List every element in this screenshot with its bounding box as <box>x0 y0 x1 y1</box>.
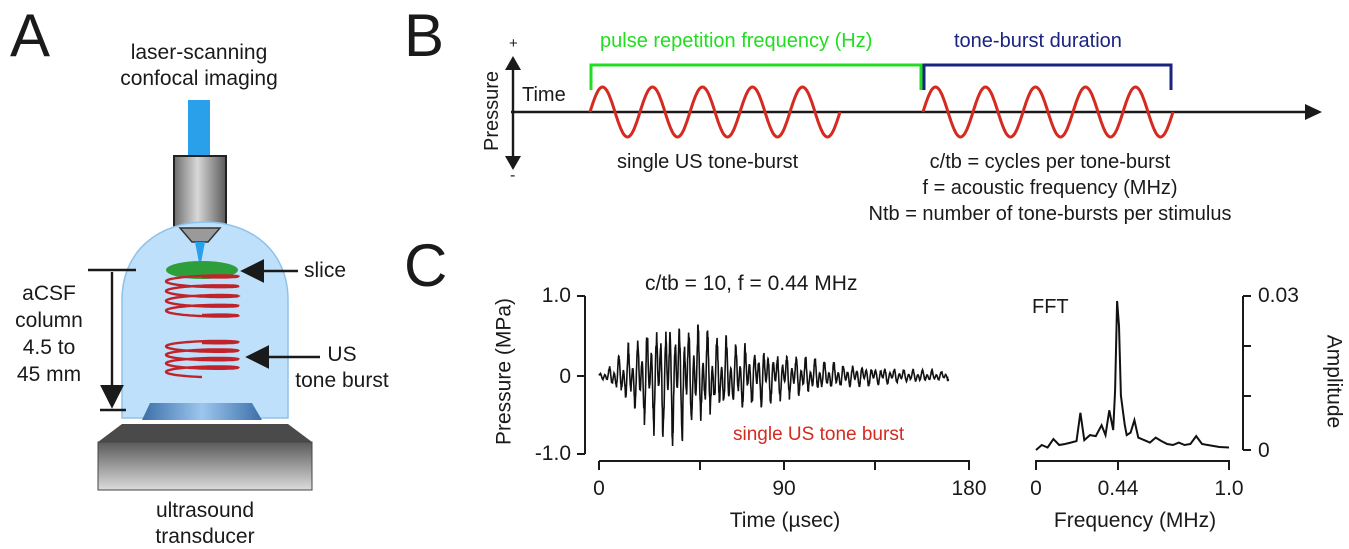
panel-a-letter: A <box>10 2 51 69</box>
pressure-axis-label: Pressure <box>481 70 504 152</box>
tone-burst-wave-2 <box>921 85 1175 139</box>
prf-bracket <box>589 63 923 90</box>
acsf-label-line2: column <box>15 309 83 332</box>
time-axis-label: Time <box>522 84 566 106</box>
us-label-line1: US <box>327 343 357 366</box>
pressure-ytick-bottom: -1.0 <box>534 442 571 465</box>
transducer-label-line2: transducer <box>155 525 255 548</box>
time-xtick-180: 180 <box>951 477 987 500</box>
slice-label: slice <box>304 259 347 282</box>
fft-ylabel: Amplitude <box>1322 334 1346 429</box>
focus-cone <box>195 242 205 268</box>
tbd-bracket <box>922 63 1173 90</box>
trace-plot-title: c/tb = 10, f = 0.44 MHz <box>645 272 858 295</box>
acsf-label-line3: 4.5 to <box>22 336 76 359</box>
acsf-label-line1: aCSF <box>22 282 76 305</box>
fft-ytick-top: 0.03 <box>1258 284 1299 307</box>
transducer-face <box>142 403 262 420</box>
panel-c <box>577 295 1251 470</box>
fft-xtick-044: 0.44 <box>1097 477 1139 500</box>
fft-title: FFT <box>1032 296 1069 318</box>
fft-trace <box>1035 300 1230 451</box>
transducer-label-line1: ultrasound <box>155 499 255 522</box>
objective-tip <box>178 227 222 243</box>
tone-burst-spring-upper <box>164 274 241 318</box>
pressure-trace <box>598 324 950 447</box>
def-acoustic-frequency: f = acoustic frequency (MHz) <box>922 177 1178 199</box>
panel-b-letter: B <box>404 2 445 69</box>
prf-label: pulse repetition frequency (Hz) <box>600 30 873 52</box>
time-xtick-90: 90 <box>772 477 796 500</box>
fft-xlabel: Frequency (MHz) <box>1053 509 1217 532</box>
time-xlabel: Time (µsec) <box>729 509 841 532</box>
tone-burst-wave-1 <box>588 85 842 139</box>
time-xtick-0: 0 <box>593 477 605 500</box>
pressure-ylabel: Pressure (MPa) <box>492 297 516 446</box>
pressure-ytick-mid: 0 <box>559 365 571 388</box>
single-tone-burst-label: single US tone-burst <box>617 151 799 173</box>
fft-xtick-0: 0 <box>1030 477 1042 500</box>
panel-b <box>505 56 1322 170</box>
trace-series-label: single US tone burst <box>733 424 905 445</box>
laser-beam <box>188 100 210 158</box>
panel-a <box>88 100 320 491</box>
imaging-label-line1: laser-scanning <box>130 41 268 64</box>
def-number-of-tone-bursts: Ntb = number of tone-bursts per stimulus <box>868 203 1232 225</box>
objective-body <box>173 155 227 229</box>
def-cycles-per-tone-burst: c/tb = cycles per tone-burst <box>929 151 1171 173</box>
base-top <box>98 424 312 442</box>
panel-c-letter: C <box>404 232 448 299</box>
pressure-arrow-down <box>505 156 521 170</box>
imaging-label-line2: confocal imaging <box>120 67 278 90</box>
pressure-plus: + <box>509 35 518 52</box>
pressure-arrow-up <box>505 56 521 70</box>
base-block <box>97 441 313 491</box>
fft-ytick-bottom: 0 <box>1258 439 1270 462</box>
tone-burst-spring-lower <box>164 339 241 379</box>
acsf-label-line4: 45 mm <box>16 363 82 386</box>
pressure-minus: - <box>510 167 516 184</box>
fft-xtick-1: 1.0 <box>1214 477 1244 500</box>
pressure-ytick-top: 1.0 <box>541 284 571 307</box>
us-label-line2: tone burst <box>295 369 389 392</box>
time-axis-arrowhead <box>1305 104 1322 120</box>
tbd-label: tone-burst duration <box>954 30 1122 52</box>
acsf-dome <box>121 221 289 419</box>
